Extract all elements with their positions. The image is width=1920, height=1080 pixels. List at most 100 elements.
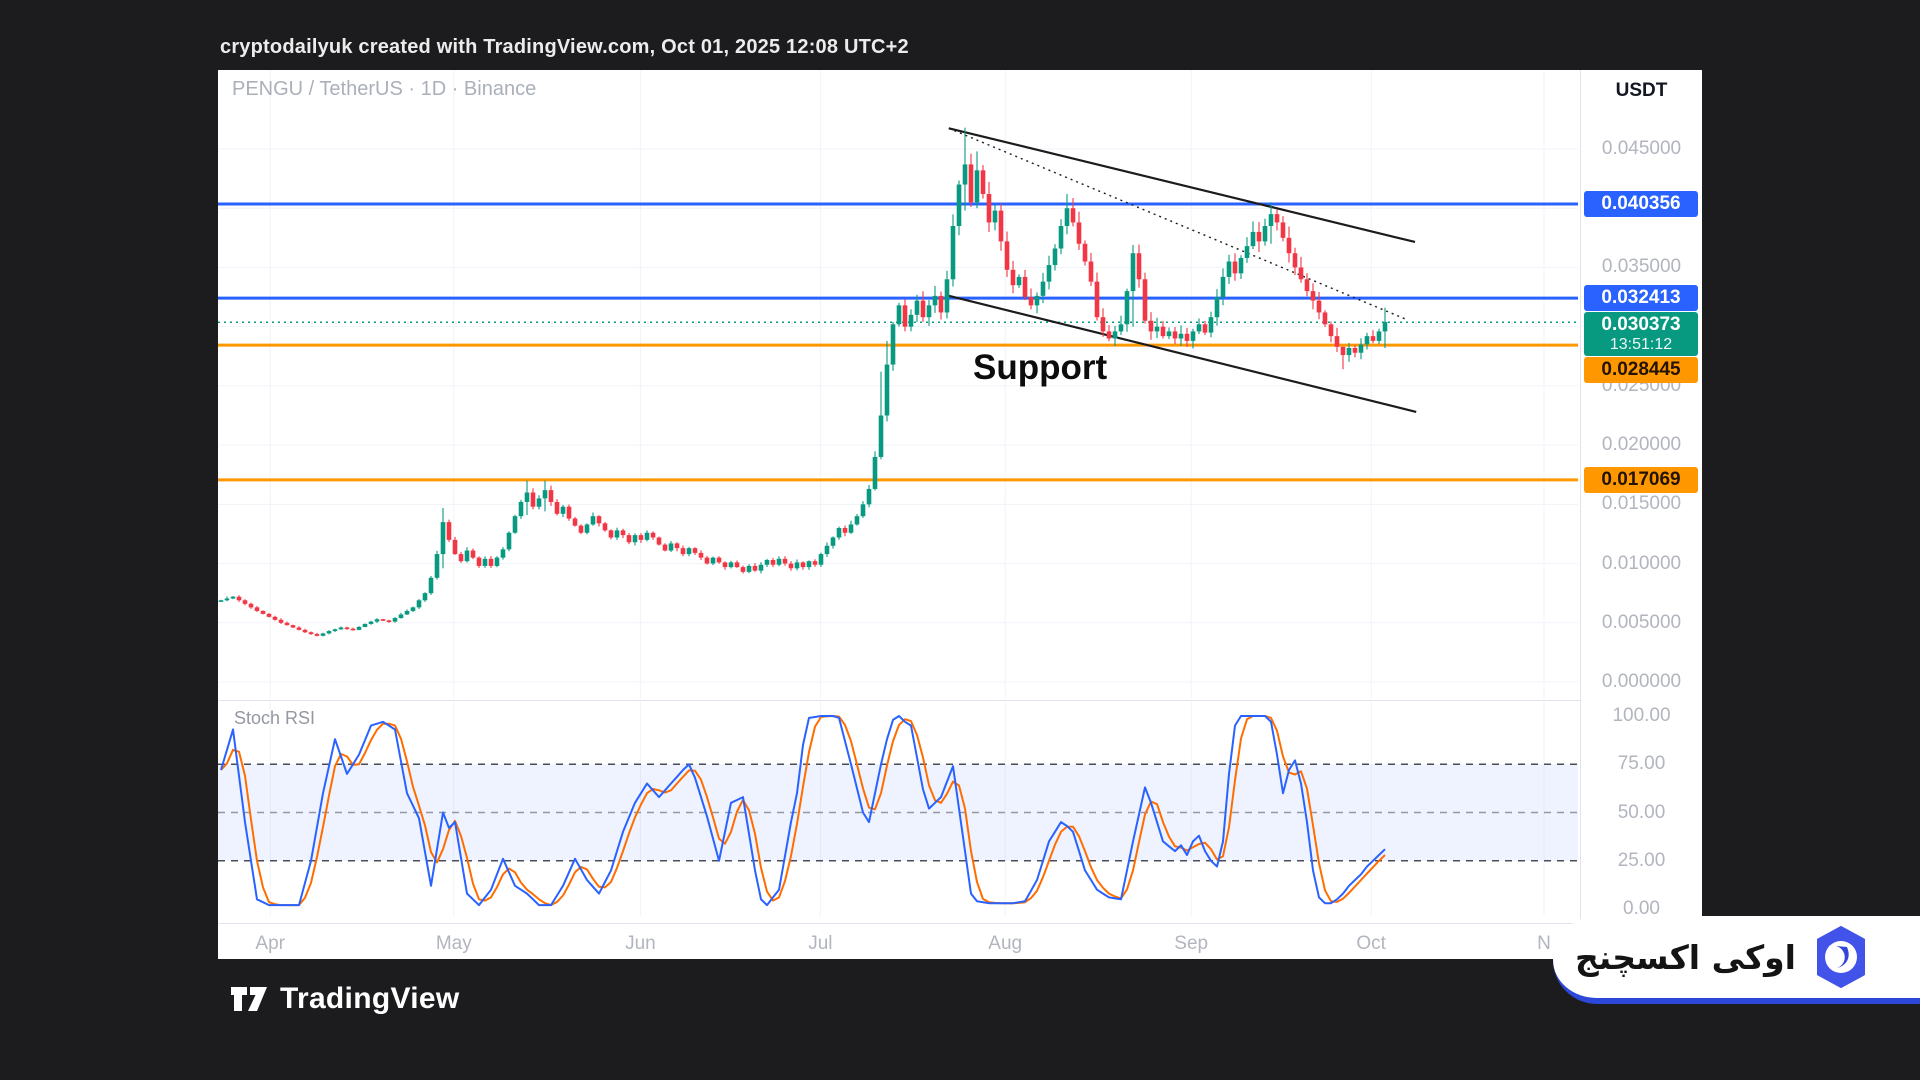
candle-body	[368, 621, 374, 624]
price-tick: 0.010000	[1601, 552, 1682, 574]
candle-body	[1106, 331, 1112, 339]
candle-body	[1280, 222, 1286, 238]
candle-body	[962, 164, 968, 185]
candle-body	[590, 516, 596, 525]
candle-body	[290, 625, 296, 628]
candle-body	[506, 532, 512, 550]
candle-body	[1208, 317, 1214, 333]
candle-body	[1046, 265, 1052, 282]
candle-body	[422, 593, 428, 601]
price-chart[interactable]	[218, 70, 1578, 698]
candle-body	[1166, 331, 1172, 337]
candle-body	[1034, 295, 1040, 306]
candle-body	[1298, 267, 1304, 280]
candle-body	[746, 565, 752, 572]
candle-body	[242, 600, 248, 604]
time-axis[interactable]: Apr May Jun Jul Aug Sep Oct N	[218, 924, 1580, 959]
candle-body	[470, 550, 476, 558]
candle-body	[614, 530, 620, 538]
candle-body	[1226, 261, 1232, 277]
candle-body	[398, 614, 404, 619]
candle-body	[218, 600, 224, 602]
candle-body	[938, 295, 944, 313]
chart-panel: PENGU / TetherUS · 1D · Binance Support …	[218, 70, 1702, 959]
candle-body	[302, 629, 308, 633]
candle-body	[584, 524, 590, 533]
candle-body	[536, 498, 542, 507]
candle-body	[1358, 344, 1364, 353]
candle-body	[1130, 253, 1136, 292]
brand-card: اوکی اکسچنج	[1553, 916, 1920, 1004]
candle-body	[626, 535, 632, 543]
watermark-caption: cryptodailyuk created with TradingView.c…	[220, 36, 909, 58]
candle-body	[1322, 312, 1328, 325]
candle-body	[932, 295, 938, 306]
candle-body	[734, 562, 740, 568]
candle-body	[308, 632, 314, 635]
stoch-rsi-label: Stoch RSI	[234, 708, 316, 728]
candle-body	[488, 558, 494, 566]
candle-body	[728, 562, 734, 568]
candle-body	[890, 324, 896, 365]
candle-body	[578, 525, 584, 533]
candle-body	[794, 562, 800, 569]
candle-body	[1244, 246, 1250, 258]
candle-body	[224, 598, 230, 601]
price-tick: 0.015000	[1601, 493, 1682, 515]
candle-body	[1004, 241, 1010, 270]
candle-body	[1292, 253, 1298, 268]
candle-body	[974, 170, 980, 203]
candle-body	[596, 516, 602, 524]
candle-body	[530, 492, 536, 507]
candle-body	[374, 619, 380, 622]
candle-body	[296, 627, 302, 630]
pane-separator[interactable]	[218, 700, 1701, 701]
candle-body	[704, 557, 710, 564]
candle-body	[542, 490, 548, 499]
candle-body	[236, 596, 242, 601]
candle-body	[920, 300, 926, 318]
candle-body	[1304, 279, 1310, 292]
candle-body	[770, 560, 776, 565]
candle-body	[524, 492, 530, 502]
candle-body	[1274, 214, 1280, 223]
candle-body	[572, 518, 578, 526]
candle-body	[284, 622, 290, 626]
price-axis[interactable]: USDT 0.045000 0.035000 0.025000 0.020000 0.0…	[1580, 70, 1702, 923]
candle-body	[560, 506, 566, 514]
stoch-rsi-chart[interactable]	[218, 701, 1578, 916]
candle-body	[1124, 291, 1130, 325]
time-axis-label-sep: Sep	[1174, 933, 1209, 954]
candle-body	[1376, 331, 1382, 341]
candle-body	[812, 561, 818, 565]
candle-body	[320, 633, 326, 636]
time-axis-label-may: May	[435, 933, 472, 954]
candle-body	[950, 225, 956, 280]
candle-body	[458, 554, 464, 562]
candle-body	[986, 194, 992, 223]
candle-body	[650, 532, 656, 538]
candle-body	[1328, 324, 1334, 337]
candle-body	[1232, 261, 1238, 274]
candle-body	[698, 552, 704, 558]
candle-body	[434, 554, 440, 578]
candle-body	[848, 524, 854, 533]
candle-body	[758, 564, 764, 571]
candle-body	[926, 305, 932, 318]
tradingview-logo[interactable]: TradingView	[230, 982, 459, 1016]
price-tick: 0.045000	[1601, 138, 1682, 159]
candle-body	[332, 629, 338, 632]
candle-body	[278, 619, 284, 623]
candle-body	[740, 567, 746, 572]
candle-body	[818, 554, 824, 565]
time-axis-label-oct: Oct	[1356, 933, 1386, 954]
candle-body	[1058, 225, 1064, 249]
candle-body	[1346, 347, 1352, 356]
candle-body	[620, 530, 626, 536]
trendline-solid-0	[948, 127, 1416, 244]
candle-body	[1028, 297, 1034, 306]
candle-body	[710, 557, 716, 564]
candle-body	[248, 603, 254, 608]
candle-body	[1268, 214, 1274, 226]
